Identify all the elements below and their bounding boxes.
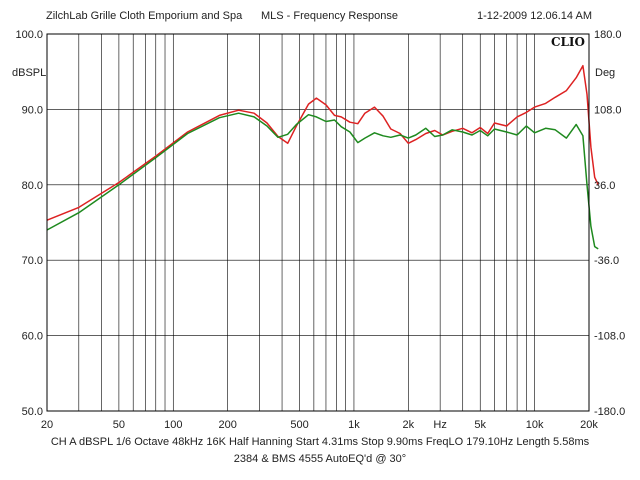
x-tick-label: 100 [164,419,182,431]
y-axis-unit-label: dBSPL [12,67,46,79]
brand-logo: CLIO [551,35,585,49]
y2-tick-label: -108.0 [594,331,625,343]
x-tick-label: 5k [474,419,486,431]
x-tick-label: 10k [526,419,544,431]
x-tick-label: 1k [348,419,360,431]
y2-tick-label: 180.0 [594,29,622,41]
y-tick-label: 100.0 [15,29,43,41]
label-layer: 20 50 100 200 500 1k 2k Hz 5k 10k 20k 50.0 60.0 70.0 8… [12,29,625,431]
y-tick-label: 50.0 [22,406,43,418]
y2-axis-unit-label: Deg [595,67,615,79]
series-line-2 [46,112,599,250]
x-tick-label: Hz [433,419,446,431]
timestamp-label: 1-12-2009 12.06.14 AM [477,10,592,22]
header-left-label: ZilchLab Grille Cloth Emporium and Spa [46,10,243,22]
grid-layer [47,34,589,411]
y-tick-label: 80.0 [22,180,43,192]
x-tick-label: 20 [41,419,53,431]
x-tick-label: 200 [218,419,236,431]
x-tick-label: 50 [113,419,125,431]
y-tick-label: 90.0 [22,104,43,116]
y2-tick-label: -36.0 [594,255,619,267]
y2-tick-label: 108.0 [594,104,622,116]
y-tick-label: 70.0 [22,255,43,267]
x-tick-label: 20k [580,419,598,431]
series-line-1 [46,64,599,221]
y-tick-label: 60.0 [22,331,43,343]
chart-caption: 2384 & BMS 4555 AutoEQ'd @ 30° [233,453,407,465]
x-tick-label: 2k [403,419,415,431]
series-layer [46,64,599,250]
y2-tick-label: 36.0 [594,180,615,192]
measurement-parameters: CH A dBSPL 1/6 Octave 48kHz 16K Half Han… [50,436,590,448]
x-tick-label: 500 [290,419,308,431]
y2-tick-label: -180.0 [594,406,625,418]
chart-title: MLS - Frequency Response [261,10,398,22]
plot-frame [46,33,590,412]
